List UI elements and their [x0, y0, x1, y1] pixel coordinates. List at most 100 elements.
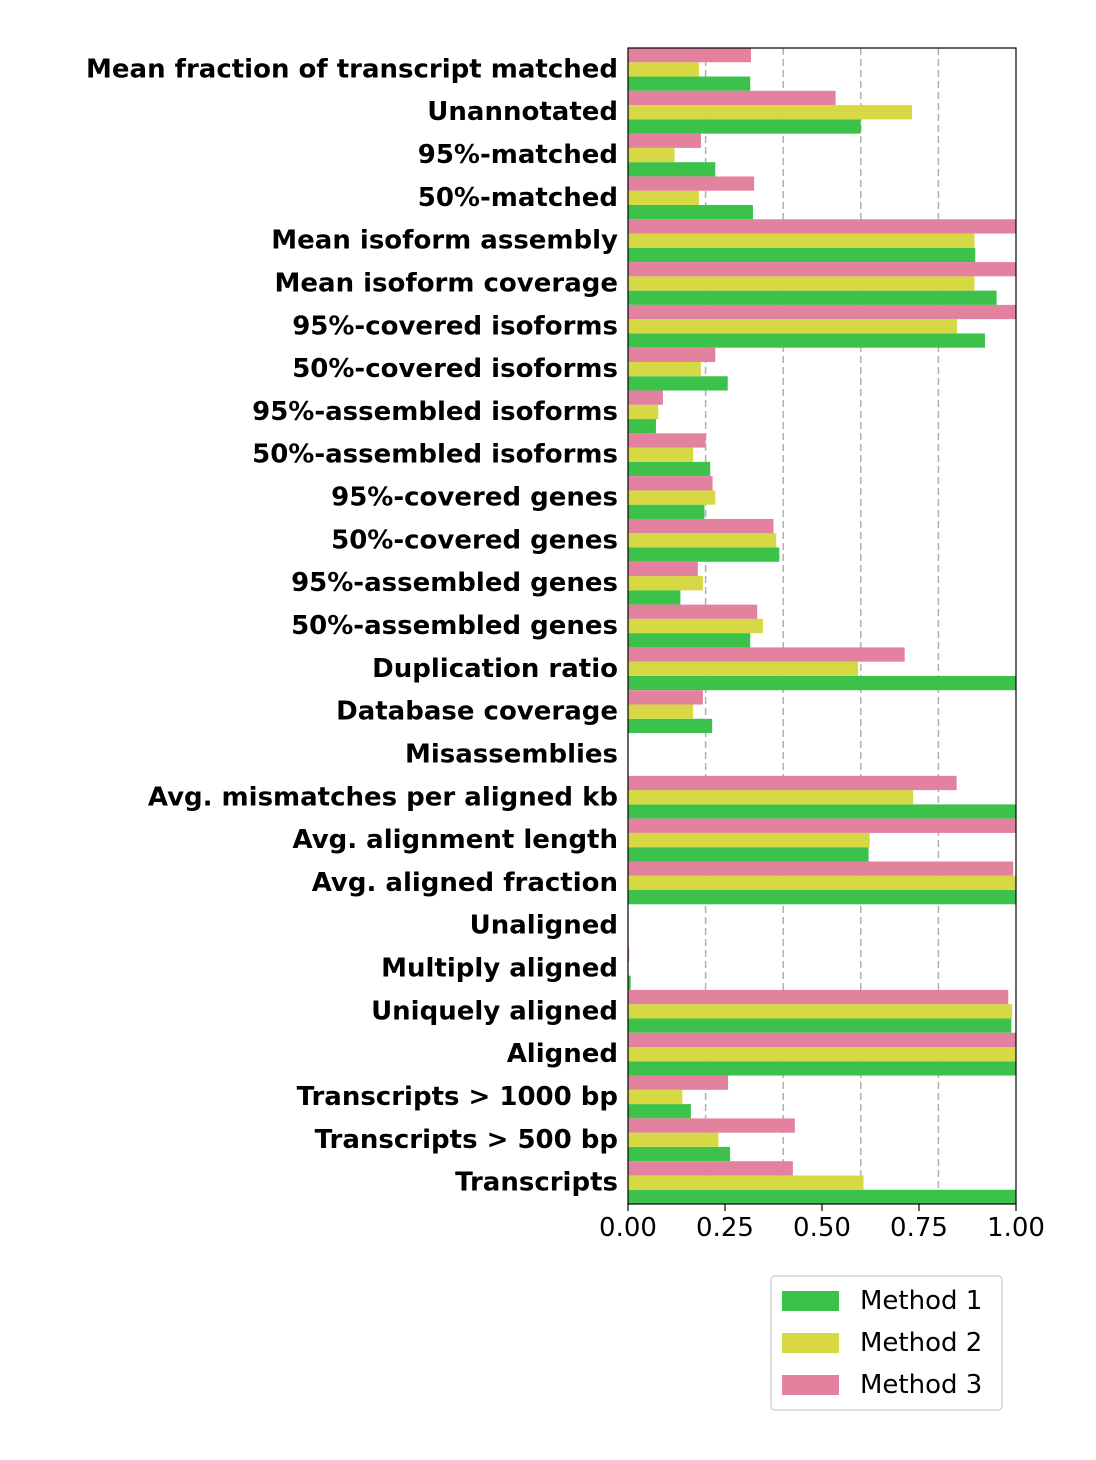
bar-1-11 [628, 547, 780, 562]
bar-2-6 [628, 319, 958, 334]
legend-swatch-2 [782, 1333, 839, 1353]
bar-1-25 [628, 1146, 731, 1162]
legend-label-1: Method 1 [860, 1286, 982, 1316]
bar-2-12 [628, 576, 703, 591]
bar-2-5 [628, 276, 975, 291]
bar-1-5 [628, 290, 997, 305]
bar-2-3 [628, 190, 700, 205]
bar-1-6 [628, 333, 985, 348]
category-label: Avg. mismatches per aligned kb [148, 782, 618, 812]
bar-2-13 [628, 618, 764, 634]
bar-1-1 [628, 119, 861, 134]
bar-2-22 [628, 1004, 1013, 1019]
bar-1-8 [628, 419, 656, 434]
bar-2-25 [628, 1132, 719, 1147]
category-label: Uniquely aligned [371, 996, 618, 1026]
bar-1-22 [628, 1018, 1012, 1033]
bar-1-23 [628, 1061, 1016, 1076]
category-label: 95%-covered genes [331, 483, 618, 513]
bar-1-14 [628, 675, 1016, 691]
bar-3-2 [628, 133, 701, 148]
bar-1-7 [628, 376, 728, 391]
bar-3-5 [628, 262, 1016, 277]
x-tick-label: 1.00 [987, 1213, 1045, 1243]
category-label: 50%-covered genes [331, 525, 618, 555]
bar-2-24 [628, 1089, 683, 1105]
category-label: Transcripts > 500 bp [315, 1125, 618, 1155]
legend-label-3: Method 3 [860, 1370, 982, 1400]
bar-3-23 [628, 1032, 1016, 1048]
bar-3-9 [628, 433, 706, 448]
bar-1-17 [628, 804, 1016, 819]
bar-2-2 [628, 147, 675, 163]
legend: Method 1 Method 2 Method 3 [770, 1275, 1003, 1411]
bar-1-0 [628, 76, 751, 91]
bar-2-4 [628, 233, 975, 248]
bar-1-13 [628, 633, 751, 648]
category-label: 95%-matched [418, 140, 618, 170]
bar-3-11 [628, 518, 774, 534]
bar-1-12 [628, 590, 681, 605]
bar-2-11 [628, 533, 777, 548]
bar-2-8 [628, 404, 659, 420]
bar-3-18 [628, 818, 1016, 833]
bars [628, 48, 1016, 1204]
bar-3-3 [628, 176, 755, 191]
category-label: 95%-assembled isoforms [252, 397, 618, 427]
bar-1-19 [628, 890, 1016, 905]
bar-1-21 [628, 975, 631, 990]
x-tick-label: 0.25 [696, 1213, 754, 1243]
bar-3-15 [628, 690, 703, 705]
bar-2-1 [628, 105, 913, 120]
bar-3-26 [628, 1161, 793, 1176]
category-label: Avg. alignment length [293, 825, 619, 855]
bar-3-6 [628, 304, 1016, 320]
bar-3-12 [628, 561, 698, 577]
bar-3-8 [628, 390, 663, 405]
bar-2-7 [628, 361, 701, 377]
x-tick-label: 0.50 [793, 1213, 851, 1243]
bar-2-19 [628, 875, 1016, 891]
category-label: 50%-assembled isoforms [252, 440, 618, 470]
category-label: Mean isoform assembly [271, 226, 618, 256]
category-label: Multiply aligned [381, 954, 618, 984]
bar-1-15 [628, 718, 713, 734]
x-tick-label: 0.75 [890, 1213, 948, 1243]
category-label: Transcripts > 1000 bp [297, 1082, 618, 1112]
category-label: Duplication ratio [372, 654, 618, 684]
bar-3-14 [628, 647, 905, 662]
category-label: Transcripts [455, 1168, 618, 1198]
bar-3-1 [628, 90, 836, 106]
x-tick-label: 0.00 [599, 1213, 657, 1243]
bar-3-22 [628, 989, 1009, 1005]
category-label: Mean isoform coverage [275, 268, 618, 298]
bar-3-0 [628, 48, 751, 63]
bar-1-9 [628, 461, 711, 477]
legend-label-2: Method 2 [860, 1328, 982, 1358]
bar-3-25 [628, 1118, 795, 1133]
category-label: 95%-assembled genes [291, 568, 618, 598]
category-label: Unannotated [427, 97, 618, 127]
bar-2-9 [628, 447, 694, 462]
bar-1-26 [628, 1189, 1016, 1204]
category-labels: Mean fraction of transcript matched Unann… [86, 54, 618, 1197]
x-axis-ticks: 0.00 0.25 0.50 0.75 1.00 [599, 1204, 1045, 1243]
bar-2-26 [628, 1175, 864, 1190]
category-label: 95%-covered isoforms [292, 311, 618, 341]
bar-3-10 [628, 476, 713, 491]
legend-swatch-3 [782, 1375, 839, 1395]
bar-2-18 [628, 832, 870, 848]
bar-2-0 [628, 62, 700, 77]
category-label: 50%-matched [418, 183, 618, 213]
category-label: Database coverage [336, 697, 618, 727]
bar-1-18 [628, 847, 869, 862]
bar-1-10 [628, 504, 705, 519]
bar-1-3 [628, 204, 753, 220]
category-label: Mean fraction of transcript matched [86, 54, 618, 84]
bar-1-4 [628, 247, 976, 263]
bar-1-24 [628, 1104, 691, 1119]
bar-2-15 [628, 704, 694, 719]
bar-3-24 [628, 1075, 729, 1090]
bar-2-23 [628, 1047, 1016, 1062]
